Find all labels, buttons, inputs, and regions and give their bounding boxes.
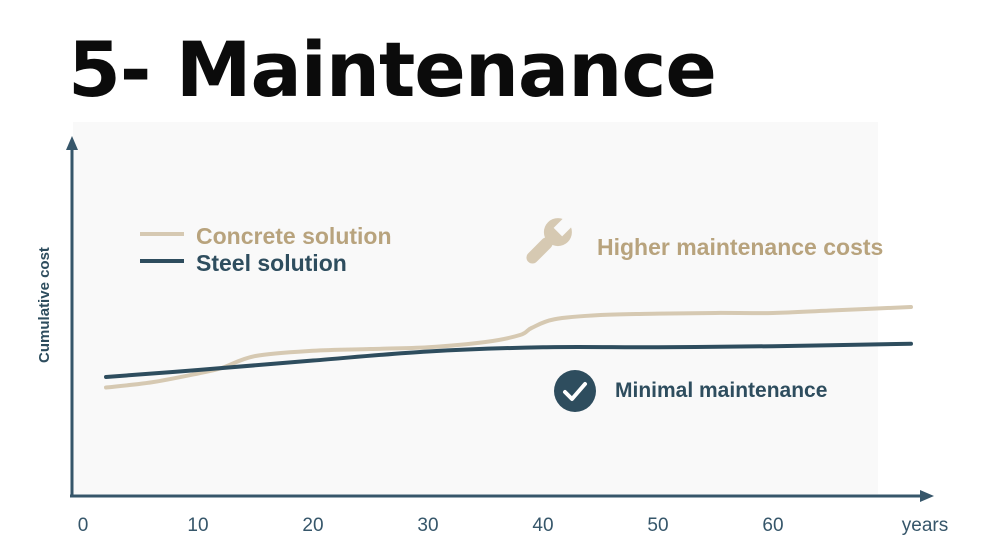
- x-axis-arrow: [920, 490, 934, 502]
- x-tick-label: 50: [647, 515, 668, 536]
- x-axis-label: years: [902, 515, 948, 536]
- check-circle-icon: [554, 370, 596, 412]
- legend-label-steel: Steel solution: [196, 250, 347, 276]
- annotation-minimal-maintenance: Minimal maintenance: [615, 379, 827, 402]
- x-tick-label: 10: [187, 515, 208, 536]
- wrench-icon: [526, 237, 553, 264]
- plot-background: [73, 122, 878, 494]
- annotation-higher-maintenance: Higher maintenance costs: [597, 234, 883, 260]
- legend-label-concrete: Concrete solution: [196, 223, 392, 249]
- x-tick-label: 40: [532, 515, 553, 536]
- x-tick-labels: 0 10 20 30 40 50 60: [78, 515, 784, 536]
- y-axis-label: Cumulative cost: [36, 247, 53, 363]
- series-line-steel: [104, 341, 913, 379]
- y-axis-arrow: [66, 136, 78, 150]
- wrench-icon-head: [543, 215, 575, 247]
- x-tick-label: 30: [417, 515, 438, 536]
- page-title: 5- Maintenance: [68, 25, 717, 114]
- x-tick-label: 20: [302, 515, 323, 536]
- legend: Concrete solution Steel solution: [140, 223, 392, 276]
- x-tick-label: 60: [762, 515, 783, 536]
- x-tick-label: 0: [78, 515, 89, 536]
